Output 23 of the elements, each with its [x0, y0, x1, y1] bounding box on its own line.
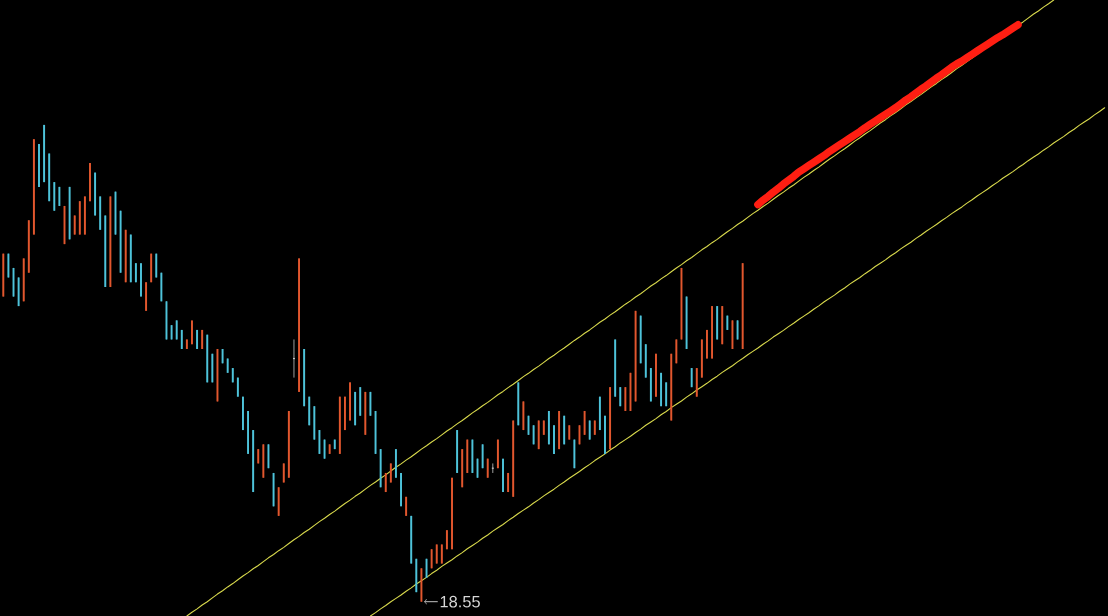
candlestick: [400, 472, 402, 507]
candlestick: [38, 143, 40, 187]
candlestick: [282, 463, 285, 483]
candlestick: [241, 396, 244, 431]
candlestick: [292, 339, 296, 379]
candlestick: [89, 162, 91, 202]
candlestick: [502, 458, 504, 493]
candlestick: [655, 353, 657, 398]
candlestick: [435, 544, 438, 564]
candlestick: [349, 381, 352, 421]
candlestick: [440, 544, 443, 564]
candlestick: [318, 429, 321, 455]
candlestick: [491, 463, 495, 474]
candlestick: [705, 329, 708, 359]
candlestick: [604, 415, 606, 455]
candlestick: [389, 463, 392, 483]
candlestick: [624, 386, 627, 412]
candlestick: [451, 477, 453, 550]
annotation: 18.55: [440, 595, 480, 608]
candlestick: [140, 262, 142, 297]
candlestick: [298, 258, 301, 393]
candlestick: [191, 319, 193, 345]
candlestick: [553, 424, 555, 455]
